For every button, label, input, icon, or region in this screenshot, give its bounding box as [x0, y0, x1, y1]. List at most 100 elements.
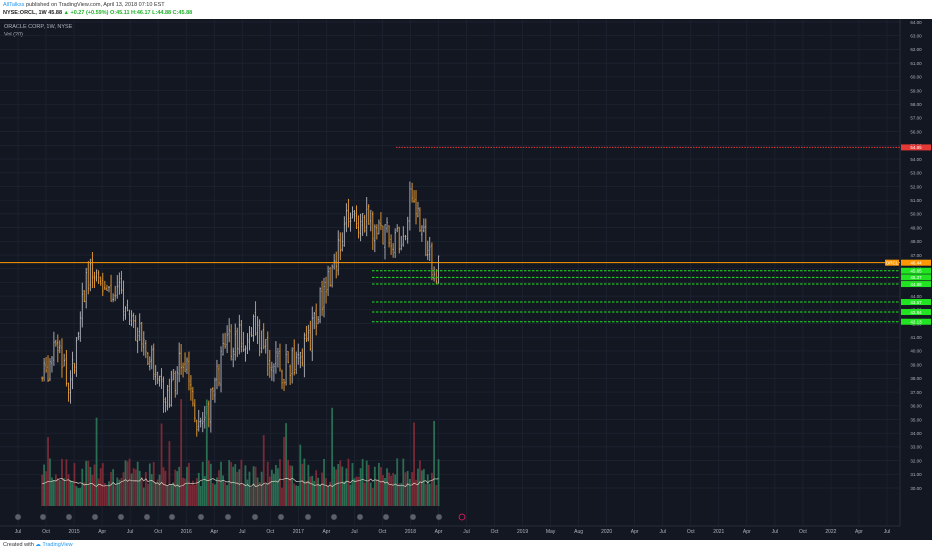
volume-bar [85, 460, 88, 506]
volume-bar [341, 466, 344, 506]
volume-bar [67, 474, 70, 506]
level-price-label: 44.88 [910, 282, 922, 287]
volume-bar [87, 460, 90, 506]
volume-bar [216, 477, 218, 506]
y-tick-label: 31.00 [910, 472, 922, 477]
y-tick-label: 35.00 [910, 417, 922, 422]
level-price-label: 45.37 [910, 275, 922, 280]
volume-bar [203, 476, 206, 506]
volume-bar [422, 469, 425, 506]
volume-bar [289, 465, 292, 506]
volume-bar [136, 461, 139, 506]
volume-bar [297, 485, 300, 506]
volume-bar [116, 477, 119, 506]
level-price-tag [901, 144, 931, 151]
tradingview-brand[interactable]: TradingView [42, 542, 73, 548]
symbol-tag [885, 259, 899, 266]
volume-bar [317, 477, 320, 506]
volume-bar [406, 470, 409, 506]
level-price-tag [901, 274, 931, 281]
volume-bar [120, 477, 123, 506]
volume-bar [142, 487, 145, 506]
volume-bar [158, 474, 161, 506]
chart-area[interactable]: ORACLE CORP, 1W, NYSE Vol (20) Jul Oct 201… [0, 19, 932, 540]
volume-bar [325, 478, 327, 506]
volume-bar [303, 458, 306, 506]
volume-bar [266, 461, 269, 506]
symbol-info: NYSE:ORCL, 1W 45.88 ▲ +0.27 (+0.59%) O:4… [3, 10, 192, 16]
level-price-label: 42.13 [910, 320, 922, 325]
x-tick-label: Oct [799, 529, 807, 535]
volume-bar [382, 475, 384, 506]
volume-bar [375, 479, 378, 506]
volume-bar [369, 482, 372, 506]
x-tick-label: Apr [631, 529, 639, 535]
y-tick-label: 48.00 [910, 239, 922, 244]
volume-bar [228, 460, 231, 506]
volume-bar [295, 485, 298, 506]
volume-legend: Vol (20) [4, 32, 23, 38]
x-tick-label: May [546, 529, 556, 535]
created-with-label: Created with [3, 542, 34, 548]
x-tick-label: Apr [210, 529, 218, 535]
volume-bar [361, 458, 364, 506]
volume-bar [301, 463, 304, 506]
header: AllTalkss published on TradingView.com, … [0, 0, 932, 19]
volume-bar [79, 487, 82, 506]
level-price-label: 46.44 [910, 260, 922, 265]
volume-bar [355, 476, 358, 506]
volume-bar [150, 474, 153, 506]
volume-bar [234, 464, 237, 506]
volume-bar [156, 479, 159, 506]
volume-bar [388, 472, 390, 506]
volume-bar [315, 470, 318, 506]
volume-bar [437, 459, 440, 506]
earnings-marker-icon [197, 513, 205, 521]
volume-bar [272, 473, 275, 506]
volume-bar [75, 486, 78, 506]
y-tick-label: 56.00 [910, 129, 922, 134]
volume-bar [283, 437, 285, 506]
x-tick-label: 2019 [517, 529, 528, 535]
volume-bar [56, 478, 59, 506]
y-tick-label: 64.00 [910, 20, 922, 25]
y-tick-label: 50.00 [910, 212, 922, 217]
tradingview-logo-icon: ☁ [35, 542, 41, 548]
x-tick-label: 2020 [601, 529, 612, 535]
y-tick-label: 47.00 [910, 253, 922, 258]
volume-bar [144, 472, 147, 506]
level-price-tag [901, 281, 931, 288]
level-price-label: 54.85 [910, 145, 922, 150]
earnings-marker-icon [330, 513, 338, 521]
x-tick-label: Apr [435, 529, 443, 535]
volume-bar [392, 472, 395, 506]
volume-bar [291, 465, 294, 506]
volume-bar [431, 472, 433, 506]
y-tick-label: 34.00 [910, 431, 922, 436]
volume-bar [277, 468, 279, 506]
price-change: ▲ +0.27 (+0.59%) [63, 10, 109, 16]
volume-bar [279, 459, 281, 506]
earnings-marker-icon [143, 513, 151, 521]
author-link[interactable]: AllTalkss [3, 2, 25, 8]
volume-bar [207, 460, 210, 506]
upcoming-earnings-icon [458, 513, 466, 521]
volume-bar [337, 464, 340, 506]
volume-bar [311, 475, 314, 506]
earnings-marker-icon [382, 513, 390, 521]
level-price-tag [901, 299, 931, 306]
volume-bar [134, 469, 137, 506]
volume-bar [182, 477, 184, 506]
volume-bar [164, 470, 167, 506]
volume-bar [41, 474, 44, 506]
y-tick-label: 36.00 [910, 404, 922, 409]
volume-bar [148, 463, 151, 506]
earnings-marker-icon [117, 513, 125, 521]
volume-ma-line [42, 477, 439, 488]
x-tick-label: Jul [239, 529, 245, 535]
volume-bar [331, 407, 334, 506]
x-tick-label: Jul [884, 529, 890, 535]
y-tick-label: 32.00 [910, 458, 922, 463]
volume-bar [424, 484, 427, 506]
earnings-marker-icon [435, 513, 443, 521]
